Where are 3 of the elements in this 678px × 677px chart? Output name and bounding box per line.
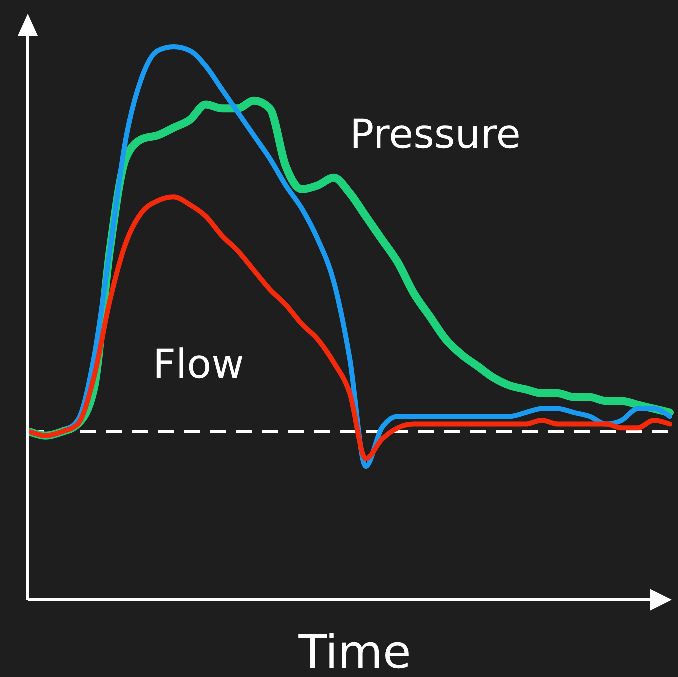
annotation: Flow: [153, 342, 244, 388]
x-axis-title: Time: [298, 625, 412, 677]
annotation: Pressure: [350, 112, 521, 158]
